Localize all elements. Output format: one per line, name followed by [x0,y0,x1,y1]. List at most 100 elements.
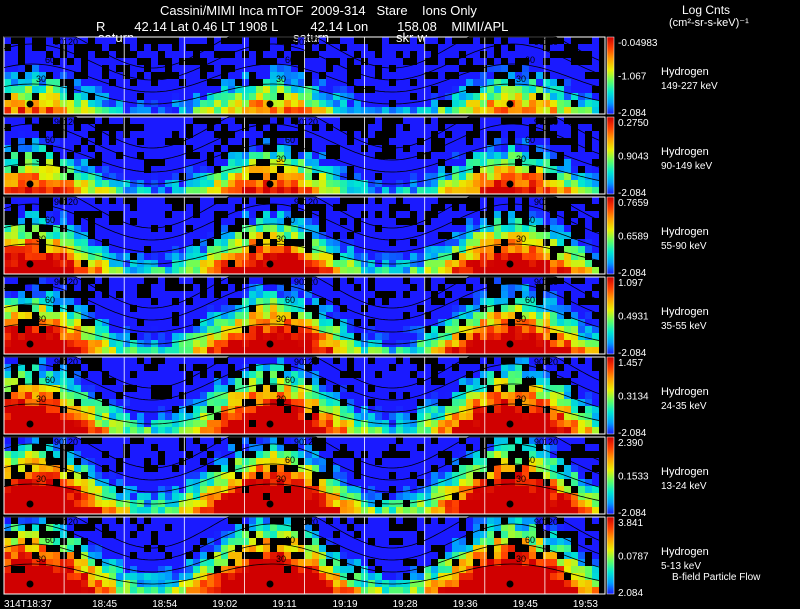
colorbar [606,356,615,435]
planet-marker [26,100,34,108]
contour-label: 60 [525,375,535,385]
contour-label: 60 [285,455,295,465]
contour-line [4,276,605,309]
contour-label: 90 [534,517,544,527]
contour-line [3,243,605,265]
contour-label: 60 [525,135,535,145]
contour-label: 60 [45,375,55,385]
panel-species-label: Hydrogen [661,546,709,558]
planet-marker [506,260,514,268]
contour-label: 30 [516,394,526,404]
contour-line [3,543,605,573]
planet-marker [26,500,34,508]
contour-label: 120 [543,437,558,447]
contour-label: 30 [36,474,46,484]
contour-label: 120 [303,437,318,447]
contour-line [3,123,605,161]
time-tick-label: 19:36 [453,599,478,609]
colorbar-min-label: 2.084 [618,588,643,599]
colorbar-mid-label: 0.9043 [618,152,649,163]
planet-marker [26,180,34,188]
contour-line [4,516,605,549]
contour-label: 30 [516,154,526,164]
contour-label: 60 [525,535,535,545]
planet-marker [26,340,34,348]
contour-line [3,443,605,481]
contour-label: 30 [516,74,526,84]
contour-label: 30 [516,234,526,244]
planet-marker [266,340,274,348]
panel-energy-label: 35-55 keV [661,321,707,332]
contour-line [3,303,605,333]
contour-label: 90 [534,437,544,447]
colorbar-units: (cm²-sr-s-keV)⁻¹ [669,17,749,29]
time-tick-label: 19:28 [393,599,418,609]
contour-line [3,223,605,253]
colorbar-mid-label: 0.1533 [618,472,649,483]
contour-line [3,323,605,345]
contour-label: 60 [525,55,535,65]
colorbar-min-label: -2.084 [618,508,647,519]
time-tick-label: 19:53 [573,599,598,609]
contour-label: 90 [54,517,64,527]
planet-marker [26,420,34,428]
contour-label: 30 [276,474,286,484]
colorbar-min-label: -2.084 [618,188,647,199]
contour-label: 90 [534,197,544,207]
contour-line [3,563,605,585]
contour-label: 90 [294,37,304,47]
time-tick-label: 314T18:37 [4,599,52,609]
contour-label: 90 [534,117,544,127]
colorbar-mid-label: -1.067 [618,72,647,83]
contour-label: 60 [285,55,295,65]
contour-line [3,83,605,105]
contour-label: 120 [63,277,78,287]
panel-energy-label: 55-90 keV [661,241,707,252]
time-tick-label: 19:02 [212,599,237,609]
contour-label: 30 [516,554,526,564]
contour-label: 30 [276,314,286,324]
contour-label: 30 [36,394,46,404]
contour-label: 90 [534,277,544,287]
colorbar-min-label: -2.084 [618,108,647,119]
colorbar [606,436,615,515]
contour-label: 90 [54,277,64,287]
contour-label: 60 [45,215,55,225]
contour-label: 60 [285,135,295,145]
contour-label: 120 [543,277,558,287]
contour-label: 90 [54,117,64,127]
time-tick-label: 18:54 [152,599,177,609]
planet-marker [266,580,274,588]
contour-line [4,116,605,149]
colorbar-max-label: 0.7659 [618,198,649,209]
contour-label: 90 [534,357,544,367]
colorbar-max-label: -0.04983 [618,38,658,49]
colorbar-mid-label: 0.3134 [618,392,649,403]
contour-label: 120 [303,357,318,367]
panel-species-label: Hydrogen [661,66,709,78]
colorbar-mid-label: 0.4931 [618,312,649,323]
contour-label: 60 [285,375,295,385]
contour-label: 120 [63,437,78,447]
colorbar [606,36,615,115]
contour-line [3,363,605,401]
contour-label: 30 [276,394,286,404]
panel-energy-label: 5-13 keV [661,561,701,572]
planet-marker [26,260,34,268]
colorbar [606,276,615,355]
planet-marker [506,580,514,588]
planet-marker [26,580,34,588]
contour-label: 120 [303,117,318,127]
contour-label: 30 [36,154,46,164]
planet-marker [266,260,274,268]
contour-label: 60 [285,295,295,305]
colorbar [606,196,615,275]
contour-line [3,483,605,505]
contour-label: 90 [534,37,544,47]
